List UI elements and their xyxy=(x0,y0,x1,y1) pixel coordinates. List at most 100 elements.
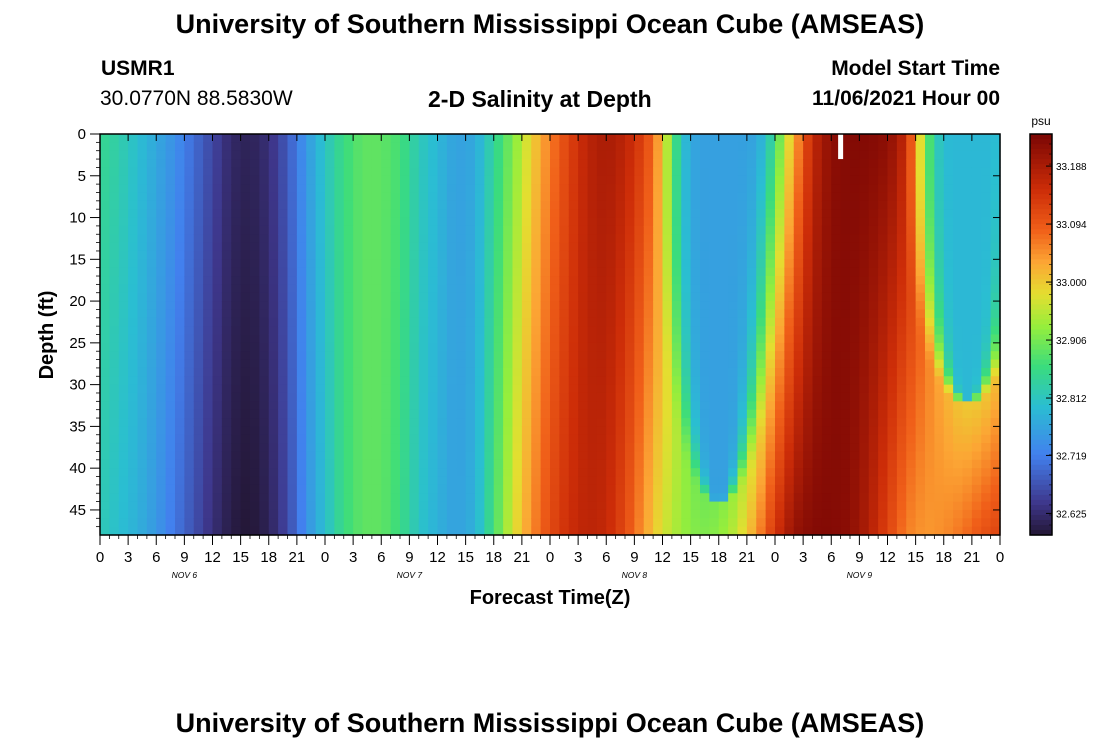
heatmap-cell xyxy=(878,200,889,210)
heatmap-cell xyxy=(878,167,889,177)
heatmap-cell xyxy=(925,351,935,361)
heatmap-cell xyxy=(456,451,467,461)
heatmap-cell xyxy=(343,309,354,319)
heatmap-cell xyxy=(859,459,870,469)
heatmap-cell xyxy=(531,468,542,478)
heatmap-cell xyxy=(840,351,851,361)
heatmap-cell xyxy=(812,509,823,519)
heatmap-cell xyxy=(990,509,1001,519)
heatmap-cell xyxy=(118,167,129,177)
heatmap-cell xyxy=(456,134,467,143)
heatmap-cell xyxy=(831,250,842,260)
heatmap-cell xyxy=(737,409,748,419)
heatmap-cell xyxy=(100,167,110,177)
heatmap-cell xyxy=(775,342,785,352)
heatmap-cell xyxy=(465,434,476,444)
heatmap-cell xyxy=(156,217,167,227)
heatmap-cell xyxy=(634,326,645,336)
heatmap-cell xyxy=(390,334,401,344)
heatmap-cell xyxy=(100,317,110,327)
heatmap-cell xyxy=(625,184,635,194)
heatmap-cell xyxy=(568,184,579,194)
heatmap-cell xyxy=(334,242,345,252)
heatmap-cell xyxy=(943,526,954,536)
heatmap-cell xyxy=(915,276,926,285)
heatmap-cell xyxy=(381,301,392,311)
heatmap-cell xyxy=(184,342,195,352)
heatmap-cell xyxy=(428,150,439,160)
heatmap-cell xyxy=(850,317,860,327)
heatmap-cell xyxy=(165,459,176,469)
heatmap-cell xyxy=(325,159,335,169)
heatmap-cell xyxy=(315,509,326,519)
heatmap-cell xyxy=(240,217,251,227)
heatmap-cell xyxy=(596,284,607,294)
heatmap-cell xyxy=(962,509,973,519)
heatmap-cell xyxy=(221,250,232,260)
heatmap-cell xyxy=(559,468,570,478)
heatmap-cell xyxy=(193,434,204,444)
heatmap-cell xyxy=(203,225,214,235)
heatmap-cell xyxy=(475,359,485,369)
heatmap-cell xyxy=(728,351,739,361)
heatmap-cell xyxy=(306,418,317,427)
heatmap-cell xyxy=(287,418,298,427)
heatmap-cell xyxy=(709,434,720,444)
heatmap-cell xyxy=(709,200,720,210)
heatmap-cell xyxy=(371,526,382,536)
heatmap-cell xyxy=(625,384,635,394)
heatmap-cell xyxy=(193,376,204,386)
heatmap-cell xyxy=(906,509,917,519)
heatmap-cell xyxy=(746,493,757,503)
heatmap-cell xyxy=(390,225,401,235)
heatmap-cell xyxy=(540,409,551,419)
heatmap-cell xyxy=(578,217,589,227)
heatmap-cell xyxy=(596,367,607,377)
heatmap-cell xyxy=(175,459,185,469)
heatmap-cell xyxy=(840,376,851,386)
heatmap-cell xyxy=(278,326,289,336)
heatmap-cell xyxy=(287,509,298,519)
heatmap-cell xyxy=(325,292,335,302)
heatmap-cell xyxy=(128,351,139,361)
heatmap-cell xyxy=(203,518,214,528)
heatmap-cell xyxy=(775,476,785,486)
heatmap-cell xyxy=(718,476,729,486)
heatmap-cell xyxy=(859,342,870,352)
heatmap-cell xyxy=(353,518,364,528)
heatmap-cell xyxy=(212,401,223,411)
heatmap-cell xyxy=(475,150,485,160)
heatmap-cell xyxy=(662,150,673,160)
heatmap-cell xyxy=(625,301,635,311)
heatmap-cell xyxy=(878,484,889,494)
heatmap-cell xyxy=(784,384,795,394)
heatmap-cell xyxy=(803,167,814,177)
heatmap-cell xyxy=(165,367,176,377)
heatmap-cell xyxy=(156,518,167,528)
heatmap-cell xyxy=(765,267,776,277)
heatmap-cell xyxy=(775,242,785,252)
heatmap-cell xyxy=(568,200,579,210)
heatmap-cell xyxy=(634,342,645,352)
x-tick-label: 0 xyxy=(321,549,329,566)
heatmap-cell xyxy=(259,175,270,185)
heatmap-cell xyxy=(156,351,167,361)
heatmap-cell xyxy=(409,392,420,402)
heatmap-cell xyxy=(906,501,917,511)
heatmap-cell xyxy=(728,367,739,377)
heatmap-cell xyxy=(756,376,767,386)
heatmap-cell xyxy=(296,250,307,260)
heatmap-cell xyxy=(512,234,523,244)
heatmap-cell xyxy=(446,175,457,185)
heatmap-cell xyxy=(550,376,560,386)
heatmap-cell xyxy=(343,184,354,194)
heatmap-cell xyxy=(775,184,785,194)
heatmap-cell xyxy=(381,376,392,386)
heatmap-cell xyxy=(193,426,204,436)
heatmap-cell xyxy=(756,392,767,402)
heatmap-cell xyxy=(428,476,439,486)
heatmap-cell xyxy=(146,184,157,194)
heatmap-cell xyxy=(512,451,523,461)
heatmap-cell xyxy=(578,267,589,277)
heatmap-cell xyxy=(896,175,907,185)
